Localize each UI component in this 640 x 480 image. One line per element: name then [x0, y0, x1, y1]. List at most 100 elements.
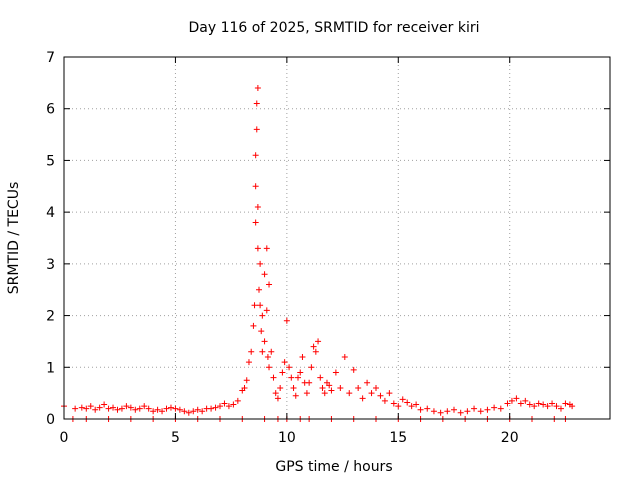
data-point	[245, 359, 252, 366]
data-point	[569, 403, 576, 410]
data-point	[87, 403, 94, 410]
y-tick-label: 2	[46, 309, 55, 325]
data-point	[266, 281, 273, 288]
data-point	[181, 408, 188, 415]
data-point	[252, 183, 259, 190]
data-point	[264, 353, 271, 360]
data-point	[127, 404, 134, 411]
x-tick-label: 0	[60, 430, 69, 446]
data-point	[457, 409, 464, 416]
data-point	[390, 400, 397, 407]
x-tick-label: 5	[171, 430, 180, 446]
data-point	[101, 401, 108, 408]
data-point	[96, 404, 103, 411]
data-point	[408, 403, 415, 410]
data-point	[306, 379, 313, 386]
data-point	[268, 348, 275, 355]
data-point	[404, 399, 411, 406]
chart-title: Day 116 of 2025, SRMTID for receiver kir…	[188, 20, 479, 36]
data-point	[259, 312, 266, 319]
y-tick-label: 3	[46, 257, 55, 273]
data-point	[154, 406, 161, 413]
data-point	[253, 126, 260, 133]
data-point	[355, 384, 362, 391]
data-point	[159, 408, 166, 415]
data-point	[544, 403, 551, 410]
data-point	[377, 392, 384, 399]
data-point	[444, 408, 451, 415]
data-point	[310, 343, 317, 350]
data-point	[299, 353, 306, 360]
y-axis-title: SRMTID / TECUs	[6, 182, 22, 295]
data-point	[281, 359, 288, 366]
data-point	[484, 406, 491, 413]
data-point	[522, 397, 529, 404]
data-point	[424, 405, 431, 412]
data-point	[295, 374, 301, 381]
x-axis-title: GPS time / hours	[275, 459, 392, 475]
data-point	[256, 286, 262, 293]
data-point	[212, 404, 219, 411]
data-point	[535, 400, 542, 407]
grid	[64, 57, 610, 419]
data-point	[395, 403, 402, 410]
data-point	[252, 219, 259, 226]
data-point	[283, 317, 290, 324]
data-point	[263, 245, 270, 252]
data-point	[263, 307, 270, 314]
data-point	[114, 406, 121, 413]
y-tick-label: 6	[46, 102, 55, 118]
data-point	[234, 397, 241, 404]
y-tick-label: 5	[46, 153, 55, 169]
data-point	[123, 403, 130, 410]
data-point	[221, 400, 228, 407]
y-tick-label: 0	[46, 412, 55, 428]
data-point	[290, 384, 297, 391]
data-points	[61, 85, 576, 422]
x-tick-label: 15	[389, 430, 407, 446]
data-point	[254, 85, 261, 92]
data-point	[297, 369, 304, 376]
data-point	[288, 374, 295, 381]
data-point	[381, 397, 388, 404]
data-point	[110, 404, 117, 411]
data-point	[199, 408, 206, 415]
data-point	[254, 203, 261, 210]
data-point	[497, 405, 504, 412]
data-point	[508, 397, 515, 404]
data-point	[364, 379, 371, 386]
x-tick-label: 20	[501, 430, 519, 446]
data-point	[321, 390, 328, 397]
data-point	[557, 405, 564, 412]
data-point	[359, 395, 366, 402]
data-point	[167, 404, 174, 411]
data-point	[136, 405, 143, 412]
data-point	[504, 400, 511, 407]
data-point	[258, 328, 265, 335]
data-point	[190, 408, 197, 415]
data-point	[373, 384, 379, 391]
data-point	[83, 405, 90, 412]
data-point	[230, 401, 237, 408]
data-point	[243, 377, 250, 384]
data-point	[274, 395, 281, 402]
data-point	[464, 408, 471, 415]
axes: 0 1 2 3 4 5 6 7 0 5 10 15 20	[46, 50, 610, 446]
data-point	[176, 406, 183, 413]
y-tick-label: 1	[46, 360, 55, 376]
data-point	[277, 384, 284, 391]
data-point	[132, 406, 139, 413]
data-point	[341, 353, 348, 360]
data-point	[477, 408, 484, 415]
data-point	[517, 400, 524, 407]
data-point	[437, 409, 444, 416]
x-tick-label: 10	[278, 430, 296, 446]
data-point	[346, 390, 353, 397]
data-point	[72, 405, 79, 412]
data-point	[386, 390, 393, 397]
data-point	[312, 348, 319, 355]
data-point	[315, 338, 322, 345]
data-point	[150, 408, 157, 415]
data-point	[491, 404, 498, 411]
data-point	[350, 366, 357, 373]
